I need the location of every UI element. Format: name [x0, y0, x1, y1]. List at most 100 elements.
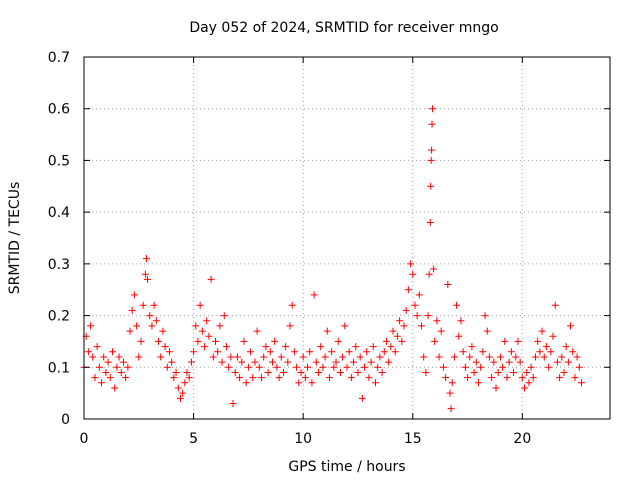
- data-point: [547, 348, 555, 356]
- data-point: [481, 312, 489, 320]
- data-point: [170, 374, 178, 382]
- x-tick-label: 15: [404, 431, 422, 447]
- y-tick-label: 0: [61, 412, 70, 428]
- data-point: [185, 374, 193, 382]
- data-point: [262, 343, 270, 351]
- data-point: [187, 358, 195, 366]
- data-point: [304, 363, 312, 371]
- data-point: [214, 348, 222, 356]
- data-point: [492, 384, 500, 392]
- data-point: [464, 374, 472, 382]
- data-point: [286, 322, 294, 330]
- data-point: [317, 343, 325, 351]
- data-point: [356, 353, 364, 361]
- data-point: [439, 363, 447, 371]
- data-point: [124, 363, 132, 371]
- data-point: [437, 327, 445, 335]
- data-point: [98, 379, 106, 387]
- data-point: [457, 317, 465, 325]
- data-point: [271, 337, 279, 345]
- data-point: [385, 358, 393, 366]
- data-point: [536, 348, 544, 356]
- chart-title: Day 052 of 2024, SRMTID for receiver mng…: [189, 20, 498, 36]
- data-point: [387, 343, 395, 351]
- data-point: [275, 374, 283, 382]
- data-point: [494, 368, 502, 376]
- plot-frame: [83, 56, 611, 420]
- data-point: [308, 379, 316, 387]
- data-point: [485, 353, 493, 361]
- data-point: [174, 384, 182, 392]
- data-point: [216, 322, 224, 330]
- data-point: [222, 343, 230, 351]
- data-point: [505, 358, 513, 366]
- data-point: [380, 348, 388, 356]
- data-point: [428, 146, 436, 154]
- data-point: [279, 368, 287, 376]
- data-point: [84, 348, 92, 356]
- data-point: [141, 270, 149, 278]
- data-point: [516, 358, 524, 366]
- data-point: [426, 218, 434, 226]
- data-point: [352, 343, 360, 351]
- data-point: [119, 358, 127, 366]
- data-point: [247, 348, 255, 356]
- data-point: [444, 281, 452, 289]
- data-point: [573, 353, 581, 361]
- data-point: [529, 374, 537, 382]
- data-point: [567, 322, 575, 330]
- data-point: [512, 353, 520, 361]
- x-axis-label: GPS time / hours: [288, 459, 405, 475]
- data-point: [113, 363, 121, 371]
- data-point: [422, 368, 430, 376]
- data-point: [87, 322, 95, 330]
- data-point: [334, 337, 342, 345]
- data-point: [150, 301, 158, 309]
- data-point: [209, 353, 217, 361]
- data-point: [161, 343, 169, 351]
- data-point: [496, 353, 504, 361]
- data-point: [569, 348, 577, 356]
- x-tick-label: 0: [80, 431, 89, 447]
- data-points: [80, 105, 586, 413]
- data-point: [358, 394, 366, 402]
- data-point: [244, 363, 252, 371]
- data-point: [155, 337, 163, 345]
- data-point: [242, 379, 250, 387]
- data-point: [108, 348, 116, 356]
- data-point: [510, 368, 518, 376]
- data-point: [560, 368, 568, 376]
- data-point: [148, 322, 156, 330]
- data-point: [378, 368, 386, 376]
- data-point: [172, 368, 180, 376]
- data-point: [542, 343, 550, 351]
- data-point: [455, 332, 463, 340]
- data-point: [514, 337, 522, 345]
- data-point: [249, 374, 257, 382]
- data-point: [194, 337, 202, 345]
- data-point: [527, 363, 535, 371]
- data-point: [190, 348, 198, 356]
- data-point: [347, 374, 355, 382]
- x-tick-label: 10: [294, 431, 312, 447]
- data-point: [142, 255, 150, 263]
- data-point: [402, 306, 410, 314]
- data-point: [152, 317, 160, 325]
- data-point: [448, 379, 456, 387]
- data-point: [382, 337, 390, 345]
- y-tick-label: 0.2: [48, 309, 70, 325]
- data-point: [564, 358, 572, 366]
- data-point: [345, 348, 353, 356]
- data-point: [428, 120, 436, 128]
- data-point: [218, 358, 226, 366]
- data-point: [420, 353, 428, 361]
- data-point: [363, 348, 371, 356]
- data-point: [525, 379, 533, 387]
- data-point: [578, 379, 586, 387]
- data-point: [427, 156, 435, 164]
- data-point: [468, 343, 476, 351]
- data-point: [277, 353, 285, 361]
- data-point: [369, 343, 377, 351]
- data-point: [126, 327, 134, 335]
